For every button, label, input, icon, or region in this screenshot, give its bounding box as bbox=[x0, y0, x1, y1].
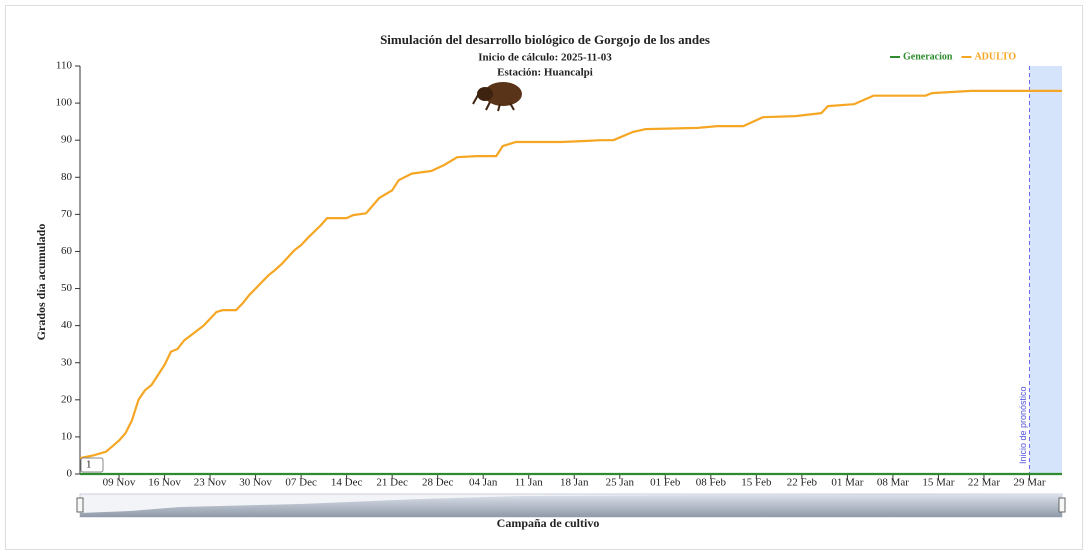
x-tick-label: 15 Mar bbox=[922, 477, 954, 489]
x-tick-label: 04 Jan bbox=[469, 477, 498, 489]
legend-label: Generacion bbox=[903, 51, 953, 62]
x-tick-label: 09 Nov bbox=[103, 477, 136, 489]
y-tick-label: 70 bbox=[61, 208, 73, 220]
y-axis-label: Grados día acumulado bbox=[34, 224, 48, 341]
y-tick-label: 10 bbox=[61, 430, 73, 442]
x-tick-label: 08 Mar bbox=[877, 477, 909, 489]
x-tick-label: 16 Nov bbox=[148, 477, 181, 489]
frame bbox=[5, 5, 1083, 550]
navigator-handle[interactable] bbox=[76, 497, 84, 513]
y-tick-label: 20 bbox=[61, 393, 73, 405]
y-tick-label: 60 bbox=[61, 245, 73, 257]
subtitle: Inicio de cálculo: 2025-11-03 bbox=[478, 52, 612, 64]
x-tick-label: 11 Jan bbox=[515, 477, 544, 489]
x-tick-label: 30 Nov bbox=[239, 477, 272, 489]
x-tick-label: 14 Dec bbox=[331, 477, 363, 489]
forecast-band bbox=[1029, 66, 1062, 474]
navigator-area bbox=[80, 494, 1062, 517]
y-tick-label: 50 bbox=[61, 282, 73, 294]
series-line bbox=[79, 89, 1062, 460]
x-tick-label: 01 Feb bbox=[650, 477, 681, 489]
chart-title: Simulación del desarrollo biológico de G… bbox=[380, 32, 710, 47]
y-tick-label: 30 bbox=[61, 356, 73, 368]
weevil-icon bbox=[472, 82, 522, 112]
generation-box bbox=[80, 457, 104, 473]
x-tick-label: 29 Mar bbox=[1013, 477, 1045, 489]
x-tick-label: 23 Nov bbox=[194, 477, 227, 489]
y-tick-label: 0 bbox=[67, 468, 73, 480]
x-tick-label: 07 Dec bbox=[285, 477, 317, 489]
generation-label: 1 bbox=[86, 459, 92, 471]
x-tick-label: 28 Dec bbox=[422, 477, 454, 489]
x-tick-label: 21 Dec bbox=[376, 477, 408, 489]
y-tick-label: 110 bbox=[56, 60, 73, 72]
x-tick-label: 08 Feb bbox=[696, 477, 727, 489]
x-tick-label: 15 Feb bbox=[741, 477, 772, 489]
y-tick-label: 90 bbox=[61, 134, 73, 146]
navigator-handle[interactable] bbox=[1058, 497, 1066, 513]
x-tick-label: 25 Jan bbox=[606, 477, 635, 489]
x-axis-label: Campaña de cultivo bbox=[497, 516, 600, 530]
x-tick-label: 18 Jan bbox=[560, 477, 589, 489]
x-tick-label: 01 Mar bbox=[831, 477, 863, 489]
y-tick-label: 80 bbox=[61, 171, 73, 183]
forecast-label: Inicio de pronóstico bbox=[1018, 386, 1028, 464]
y-tick-label: 40 bbox=[61, 319, 73, 331]
subtitle: Estación: Huancalpi bbox=[497, 67, 593, 79]
x-tick-label: 22 Mar bbox=[968, 477, 1000, 489]
navigator bbox=[76, 493, 1066, 518]
y-tick-label: 100 bbox=[56, 97, 73, 109]
legend-label: ADULTO bbox=[974, 51, 1016, 62]
x-tick-label: 22 Feb bbox=[787, 477, 818, 489]
